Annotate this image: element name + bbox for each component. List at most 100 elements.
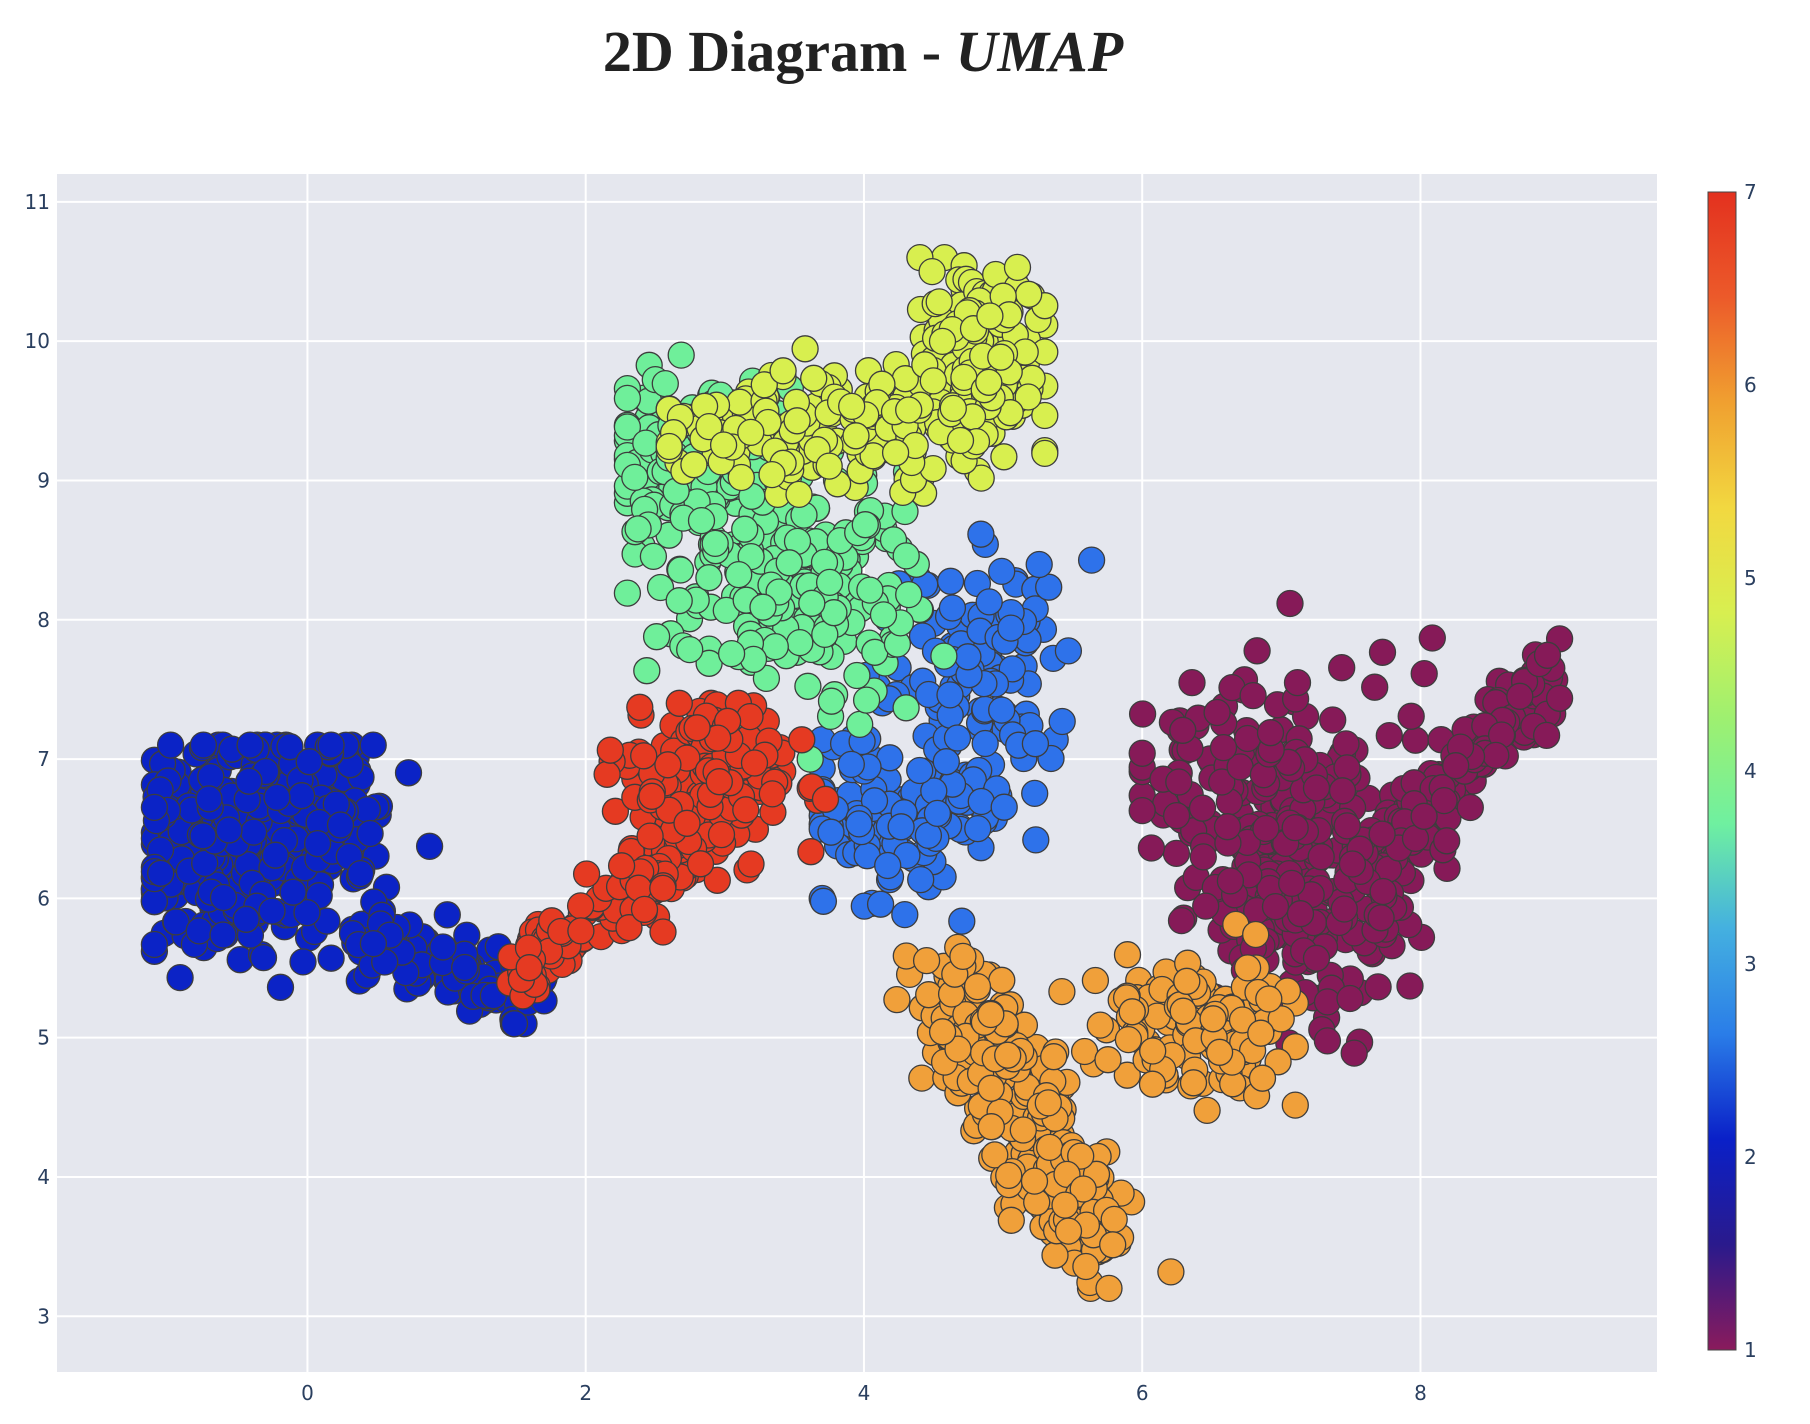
data-point (1178, 668, 1206, 697)
data-point (1278, 869, 1306, 898)
data-point (1022, 826, 1050, 854)
data-point (295, 748, 323, 776)
data-point (636, 822, 664, 850)
data-point (615, 914, 643, 942)
data-point (967, 787, 995, 816)
colorbar-tick-label: 7 (1744, 180, 1757, 204)
data-point (1233, 724, 1262, 753)
data-point (667, 341, 695, 369)
data-point (607, 852, 636, 880)
data-point (1430, 786, 1458, 815)
data-point (1281, 1033, 1309, 1061)
data-point (990, 793, 1018, 821)
data-point (279, 878, 307, 906)
data-point (235, 767, 263, 795)
data-point (846, 710, 874, 739)
data-point (944, 1035, 972, 1063)
data-point (613, 384, 642, 413)
data-point (1173, 967, 1201, 995)
data-point (975, 368, 1003, 396)
data-point (673, 809, 701, 837)
data-point (639, 542, 668, 571)
data-point (1418, 624, 1446, 652)
data-point (1328, 654, 1356, 682)
data-point (737, 850, 765, 878)
data-point (1014, 383, 1042, 411)
data-point (874, 851, 902, 880)
data-point (860, 787, 889, 815)
data-point (817, 687, 846, 715)
data-point (451, 953, 479, 982)
data-point (415, 832, 444, 860)
data-point (567, 917, 595, 945)
data-point (1081, 966, 1110, 995)
data-point (731, 515, 759, 543)
data-point (923, 799, 952, 828)
data-point (967, 464, 995, 492)
data-point (239, 818, 268, 846)
data-point (676, 635, 704, 664)
data-point (1199, 1005, 1227, 1033)
data-point (705, 768, 733, 796)
data-point (809, 887, 838, 915)
data-point (258, 897, 286, 925)
data-point (646, 573, 675, 602)
data-point (769, 357, 797, 385)
data-point (665, 689, 693, 717)
data-point (1157, 1258, 1185, 1286)
data-point (1209, 733, 1238, 762)
data-point (624, 515, 652, 543)
data-point (736, 702, 764, 731)
data-point (949, 942, 977, 971)
data-point (758, 780, 786, 808)
data-point (687, 506, 716, 535)
data-point (798, 589, 826, 617)
data-point (791, 335, 819, 363)
y-tick-label: 9 (37, 468, 50, 492)
data-point (946, 426, 975, 455)
data-point (1333, 754, 1361, 782)
data-point (883, 985, 911, 1014)
data-point (1336, 984, 1364, 1013)
data-point (1340, 1039, 1368, 1067)
data-point (1239, 681, 1267, 710)
data-point (786, 628, 814, 657)
data-point (1261, 892, 1290, 921)
colorbar-tick-label: 6 (1744, 373, 1757, 397)
data-point (1165, 768, 1193, 796)
data-point (1138, 1070, 1167, 1098)
data-point (162, 908, 190, 936)
data-point (964, 814, 992, 843)
data-point (1193, 1096, 1221, 1125)
data-point (1203, 698, 1231, 727)
data-point (1545, 684, 1574, 712)
data-point (654, 751, 682, 779)
data-point (1313, 988, 1342, 1016)
data-point (1397, 702, 1425, 730)
data-point (1015, 280, 1043, 308)
colorbar-tick-label: 3 (1744, 952, 1757, 976)
data-point (817, 818, 845, 846)
data-point (892, 694, 920, 722)
colorbar (1707, 191, 1737, 1351)
data-point (1139, 1037, 1167, 1065)
data-point (626, 693, 654, 721)
data-point (1368, 638, 1397, 666)
data-point (1242, 920, 1270, 949)
data-point (1021, 730, 1050, 758)
data-point (1179, 1069, 1208, 1097)
data-point (601, 797, 630, 825)
data-point (613, 579, 642, 607)
data-point (666, 556, 695, 584)
data-point (261, 841, 290, 869)
data-point (912, 946, 941, 975)
data-point (997, 614, 1025, 642)
y-tick-label: 8 (37, 608, 50, 632)
data-point (1256, 719, 1285, 747)
data-point (433, 901, 461, 929)
data-point (976, 302, 1004, 330)
data-point (717, 639, 746, 668)
data-point (1099, 1231, 1127, 1259)
data-point (1094, 1046, 1122, 1074)
data-point (649, 874, 677, 902)
